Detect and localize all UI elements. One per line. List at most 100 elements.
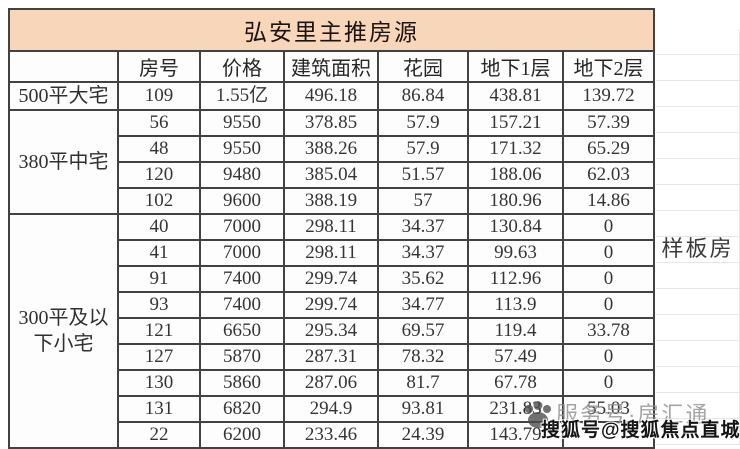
col-header-basement-1: 地下1层	[467, 50, 564, 83]
table-row: 48 9550 388.26 57.9 171.32 65.29	[9, 135, 656, 163]
cell: 102	[117, 187, 201, 215]
sheet-gridlines	[656, 29, 740, 445]
cell: 41	[117, 239, 201, 267]
cell: 112.96	[467, 265, 564, 293]
cell: 298.11	[283, 239, 379, 267]
table-row: 127 5870 287.31 78.32 57.49 0	[9, 343, 656, 371]
cell: 5870	[199, 343, 285, 371]
cell: 130	[117, 369, 201, 397]
table-row: 93 7400 299.74 34.77 113.9 0	[9, 291, 656, 319]
cell: 93.81	[377, 395, 469, 423]
cell: 40	[117, 213, 201, 241]
watermark-service-account: 服务号·房汇通	[556, 402, 710, 427]
row-group-label: 500平大宅	[8, 81, 119, 111]
cell: 298.11	[283, 213, 379, 241]
cell: 56	[117, 109, 201, 137]
cell: 86.84	[377, 81, 469, 111]
cell: 78.32	[377, 343, 469, 371]
cell: 438.81	[467, 81, 564, 111]
listing-table: 弘安里主推房源 房号 价格 建筑面积 花园 地下1层 地下2层 500平大宅 10…	[7, 8, 656, 449]
table-row: 130 5860 287.06 81.7 67.78 0	[9, 369, 656, 397]
cell: 287.31	[283, 343, 379, 371]
cell: 0	[561, 265, 656, 293]
cell: 0	[561, 291, 656, 319]
side-note-sample-room: 样板房	[661, 236, 734, 261]
row-group-label: 380平中宅	[8, 109, 119, 215]
col-header-building-area: 建筑面积	[283, 50, 379, 83]
cell: 119.4	[467, 317, 564, 345]
cell: 81.7	[377, 369, 469, 397]
cell: 121	[117, 317, 201, 345]
paw-print-icon	[524, 401, 551, 428]
cell: 388.26	[283, 135, 379, 163]
cell: 9550	[199, 135, 285, 163]
cell: 139.72	[561, 81, 656, 111]
cell: 35.62	[377, 265, 469, 293]
table-row: 120 9480 385.04 51.57 188.06 62.03	[9, 161, 656, 189]
table-row: 131 6820 294.9 93.81 231.83 55.03	[9, 395, 656, 423]
cell: 9550	[199, 109, 285, 137]
cell: 99.63	[467, 239, 564, 267]
cell: 0	[561, 239, 656, 267]
cell: 5860	[199, 369, 285, 397]
col-header-room-number: 房号	[117, 50, 201, 83]
cell: 6650	[199, 317, 285, 345]
cell: 188.06	[467, 161, 564, 189]
cell: 0	[561, 343, 656, 371]
cell: 91	[117, 265, 201, 293]
cell: 109	[117, 81, 201, 111]
cell: 287.06	[283, 369, 379, 397]
cell: 6200	[199, 421, 285, 449]
cell: 295.34	[283, 317, 379, 345]
cell: 34.37	[377, 239, 469, 267]
cell: 7000	[199, 213, 285, 241]
cell: 299.74	[283, 291, 379, 319]
cell: 34.77	[377, 291, 469, 319]
cell: 231.83	[467, 395, 564, 423]
cell: 385.04	[283, 161, 379, 189]
cell: 22	[117, 421, 201, 449]
title-row: 弘安里主推房源	[7, 8, 656, 52]
cell: 113.9	[467, 291, 564, 319]
cell: 67.78	[467, 369, 564, 397]
cell: 171.32	[467, 135, 564, 163]
cell: 233.46	[283, 421, 379, 449]
col-header-price: 价格	[199, 50, 285, 83]
table-row: 500平大宅 109 1.55亿 496.18 86.84 438.81 139.72	[8, 81, 656, 111]
table-body: 500平大宅 109 1.55亿 496.18 86.84 438.81 139.72 380…	[8, 81, 656, 449]
cell: 388.19	[283, 187, 379, 215]
cell: 7400	[199, 265, 285, 293]
cell: 299.74	[283, 265, 379, 293]
cell: 6820	[199, 395, 285, 423]
cell: 55.03	[561, 395, 656, 423]
cell: 496.18	[283, 81, 379, 111]
cell: 294.9	[283, 395, 379, 423]
cell: 62.03	[561, 161, 656, 189]
table-row: 121 6650 295.34 69.57 119.4 33.78	[9, 317, 656, 345]
cell: 69.57	[377, 317, 469, 345]
table-row: 300平及以下小宅 40 7000 298.11 34.37 130.84 0	[8, 213, 656, 449]
cell	[561, 421, 656, 449]
cell: 157.21	[467, 109, 564, 137]
cell: 14.86	[561, 187, 656, 215]
table-row: 41 7000 298.11 34.37 99.63 0	[9, 239, 656, 267]
cell: 9480	[199, 161, 285, 189]
table-row: 22 6200 233.46 24.39 143.79	[9, 421, 656, 449]
cell: 33.78	[561, 317, 656, 345]
cell: 48	[117, 135, 201, 163]
cell: 57.9	[377, 135, 469, 163]
cell: 180.96	[467, 187, 564, 215]
corner-cell	[8, 50, 119, 83]
cell: 1.55亿	[199, 81, 285, 111]
cell: 34.37	[377, 213, 469, 241]
col-header-basement-2: 地下2层	[561, 50, 656, 83]
header-row: 房号 价格 建筑面积 花园 地下1层 地下2层	[8, 50, 656, 83]
table-title: 弘安里主推房源	[7, 8, 656, 52]
cell: 24.39	[377, 421, 469, 449]
table-row: 380平中宅 56 9550 378.85 57.9 157.21 57.39	[8, 109, 656, 215]
cell: 57	[377, 187, 469, 215]
cell: 130.84	[467, 213, 564, 241]
cell: 131	[117, 395, 201, 423]
cell: 9600	[199, 187, 285, 215]
table-row: 102 9600 388.19 57 180.96 14.86	[9, 187, 656, 215]
